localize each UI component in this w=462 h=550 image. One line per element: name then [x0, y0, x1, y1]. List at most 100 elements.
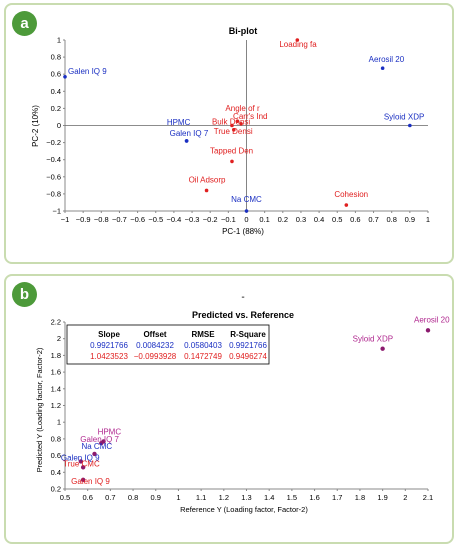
x-tick-label: 0.8 [386, 215, 396, 224]
x-tick-label: 0.9 [405, 215, 415, 224]
y-tick-label: 0.8 [51, 53, 61, 62]
x-tick-label: 1.4 [264, 493, 274, 502]
x-tick-label: 0 [244, 215, 248, 224]
stats-header: Offset [143, 330, 166, 339]
x-tick-label: 2.1 [423, 493, 433, 502]
data-point [380, 346, 385, 351]
y-tick-label: 2.2 [51, 318, 61, 327]
x-tick-label: −0.1 [221, 215, 236, 224]
x-tick-label: 0.6 [350, 215, 360, 224]
y-tick-label: −0.6 [46, 172, 61, 181]
x-tick-label: 1 [426, 215, 430, 224]
x-tick-label: 2 [403, 493, 407, 502]
y-tick-label: 1 [57, 418, 61, 427]
x-tick-label: 1.1 [196, 493, 206, 502]
panel-a-badge: a [12, 11, 37, 36]
x-tick-label: −0.6 [130, 215, 145, 224]
data-point [80, 465, 86, 470]
y-tick-label: −0.2 [46, 138, 61, 147]
stats-header: Slope [98, 330, 120, 339]
x-tick-label: 1.8 [355, 493, 365, 502]
x-tick-label: 0.8 [128, 493, 138, 502]
y-tick-label: 0.4 [51, 87, 61, 96]
y-tick-label: −1 [52, 207, 61, 216]
data-point [78, 459, 84, 464]
x-tick-label: −1 [61, 215, 70, 224]
stats-cell: 0.9921766 [90, 341, 128, 350]
x-tick-label: 1.7 [332, 493, 342, 502]
point-label: True Densi [214, 127, 253, 136]
stats-cell: 0.9496274 [229, 352, 267, 361]
x-tick-label: 0.3 [296, 215, 306, 224]
y-tick-label: 0.4 [51, 468, 61, 477]
x-tick-label: −0.9 [76, 215, 91, 224]
y-tick-label: 1.8 [51, 351, 61, 360]
y-tick-label: 1.2 [51, 401, 61, 410]
data-point [99, 440, 104, 446]
data-point [231, 127, 236, 132]
point-label: HPMC [167, 118, 191, 127]
stats-header: RMSE [191, 330, 215, 339]
x-tick-label: 0.4 [314, 215, 324, 224]
y-axis-label: Predicted Y (Loading factor, Factor-2) [35, 347, 44, 472]
x-tick-label: 0.5 [60, 493, 70, 502]
y-axis-label: PC-2 (10%) [31, 105, 40, 147]
x-tick-label: 0.7 [368, 215, 378, 224]
point-label: Syloid XDP [384, 113, 424, 122]
x-tick-label: 1.6 [309, 493, 319, 502]
panel-b-marker: - [241, 292, 244, 303]
biplot-chart: Bi-plot −1 −0.9 −0.8 −0.7 −0.6 −0.5 −0.4 −0.3 −0… [31, 26, 430, 236]
data-point [80, 477, 86, 483]
x-tick-label: 0.1 [259, 215, 269, 224]
point-label: Angle of r [225, 104, 260, 113]
point-label: Na CMC [81, 442, 112, 451]
data-point [230, 123, 234, 128]
x-tick-label: −0.4 [166, 215, 181, 224]
y-tick-label: −0.4 [46, 155, 61, 164]
data-point [204, 188, 209, 193]
x-tick-label: 1.5 [287, 493, 297, 502]
stats-header: R-Square [230, 330, 266, 339]
data-point [244, 209, 249, 213]
y-tick-label: −0.8 [46, 189, 61, 198]
y-tick-label: 0.2 [51, 485, 61, 494]
data-point [425, 328, 431, 333]
point-label: Oil Adsorp [189, 175, 226, 184]
panel-b: b [4, 274, 454, 544]
y-tick-label: 1.6 [51, 368, 61, 377]
chart-title: Bi-plot [229, 26, 258, 36]
point-label: Bulk Densi [212, 118, 250, 127]
x-tick-label: 0.2 [278, 215, 288, 224]
point-label: Galen IQ 7 [80, 435, 119, 444]
data-point [235, 119, 240, 124]
point-label: Galen IQ 9 [68, 67, 107, 76]
y-tick-label: 0.6 [51, 70, 61, 79]
y-tick-label: 0.8 [51, 434, 61, 443]
x-tick-label: 0.7 [105, 493, 115, 502]
y-tick-label: 2 [57, 334, 61, 343]
x-tick-label: −0.3 [185, 215, 200, 224]
data-point [380, 66, 385, 71]
y-tick-label: 0.6 [51, 451, 61, 460]
x-tick-label: 0.9 [151, 493, 161, 502]
x-tick-label: −0.8 [94, 215, 109, 224]
panel-b-badge: b [12, 282, 37, 307]
data-point [184, 139, 189, 143]
panel-a: a [4, 3, 454, 264]
x-tick-label: 1 [176, 493, 180, 502]
point-label: Syloid XDP [353, 335, 393, 344]
x-tick-label: −0.2 [203, 215, 218, 224]
x-axis-label: PC-1 (88%) [222, 227, 264, 236]
x-tick-label: −0.7 [112, 215, 127, 224]
data-point [230, 159, 234, 164]
point-label: HPMC [98, 427, 122, 436]
y-tick-label: 1 [57, 36, 61, 45]
point-label: Galen IQ 9 [71, 477, 110, 486]
point-label: Cohesion [334, 190, 368, 199]
y-tick-label: 1.4 [51, 384, 61, 393]
stats-cell: 0.0580403 [184, 341, 222, 350]
x-tick-label: −0.5 [148, 215, 163, 224]
x-axis-label: Reference Y (Loading factor, Factor-2) [180, 505, 308, 514]
data-point [63, 74, 67, 79]
